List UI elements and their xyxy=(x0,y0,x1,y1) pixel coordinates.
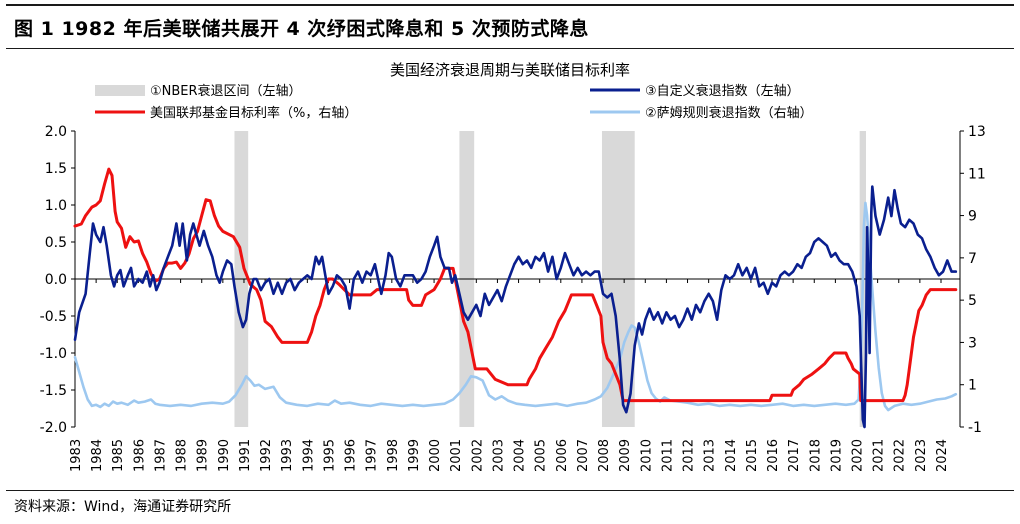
x-tick-label: 1987 xyxy=(153,439,168,472)
y-right-tick-label: 13 xyxy=(968,124,986,140)
x-tick-label: 1993 xyxy=(280,439,295,472)
y-left-tick-label: 0.5 xyxy=(45,235,67,251)
x-tick-label: 2001 xyxy=(449,439,464,472)
x-tick-label: 2019 xyxy=(829,439,844,472)
x-tick-label: 2000 xyxy=(428,439,443,472)
x-tick-label: 2002 xyxy=(470,439,485,472)
x-tick-label: 2005 xyxy=(534,439,549,472)
x-tick-label: 1999 xyxy=(407,439,422,472)
y-left-tick-label: -0.5 xyxy=(40,309,67,325)
x-tick-label: 1994 xyxy=(301,439,316,472)
chart-title: 美国经济衰退周期与美联储目标利率 xyxy=(390,61,630,79)
series-line-sahm xyxy=(73,201,958,412)
axes xyxy=(71,130,964,428)
x-tick-label: 1988 xyxy=(175,439,190,472)
x-tick-label: 1991 xyxy=(238,439,253,472)
y-right-tick-label: 3 xyxy=(968,335,977,351)
series-lines xyxy=(73,167,958,429)
x-tick-label: 1989 xyxy=(196,439,211,472)
legend: ①NBER衰退区间（左轴） ③自定义衰退指数（左轴） 美国联邦基金目标利率（%，… xyxy=(95,83,813,121)
y-right-tick-label: 1 xyxy=(968,378,977,394)
x-tick-label: 2003 xyxy=(491,439,506,472)
y-right-tick-label: 7 xyxy=(968,251,977,267)
x-tick-label: 2013 xyxy=(703,439,718,472)
x-tick-label: 2012 xyxy=(682,439,697,472)
x-tick-label: 1995 xyxy=(322,439,337,472)
x-tick-label: 2016 xyxy=(766,439,781,472)
x-tick-label: 2024 xyxy=(935,439,950,472)
legend-label-sahm: ②萨姆规则衰退指数（右轴） xyxy=(645,105,813,121)
y-left-tick-label: -1.0 xyxy=(40,346,67,362)
legend-swatch-nber xyxy=(95,85,145,96)
series-line-custom-index xyxy=(73,185,958,429)
x-tick-label: 2004 xyxy=(513,439,528,472)
figure-title: 图 1 1982 年后美联储共展开 4 次纾困式降息和 5 次预防式降息 xyxy=(14,18,589,40)
x-tick-label: 2021 xyxy=(872,439,887,472)
y-left-tick-label: 0.0 xyxy=(45,272,67,288)
x-tick-label: 2015 xyxy=(745,439,760,472)
y-left-tick-label: -1.5 xyxy=(40,383,67,399)
chart: 美国经济衰退周期与美联储目标利率 ①NBER衰退区间（左轴） ③自定义衰退指数（… xyxy=(40,61,986,472)
x-tick-label: 1985 xyxy=(111,439,126,472)
x-tick-label: 1998 xyxy=(386,439,401,472)
x-tick-label: 1997 xyxy=(365,439,380,472)
x-tick-label: 2009 xyxy=(618,439,633,472)
series-line-fed-rate xyxy=(73,167,958,403)
x-tick-label: 2023 xyxy=(914,439,929,472)
x-tick-label: 2006 xyxy=(555,439,570,472)
x-tick-label: 1983 xyxy=(69,439,84,472)
y-right-tick-label: -1 xyxy=(968,420,982,436)
x-tick-label: 2011 xyxy=(660,439,675,472)
legend-label-custom-index: ③自定义衰退指数（左轴） xyxy=(645,83,800,99)
source-note: 资料来源：Wind，海通证券研究所 xyxy=(14,499,232,515)
x-tick-label: 2014 xyxy=(724,439,739,472)
y-left-tick-label: -2.0 xyxy=(40,420,67,436)
legend-label-nber: ①NBER衰退区间（左轴） xyxy=(150,83,302,99)
y-right-tick-label: 5 xyxy=(968,293,977,309)
y-right-tick-label: 9 xyxy=(968,209,977,225)
x-tick-label: 1992 xyxy=(259,439,274,472)
x-tick-label: 2022 xyxy=(893,439,908,472)
y-right-tick-label: 11 xyxy=(968,166,986,182)
x-tick-label: 1984 xyxy=(90,439,105,472)
y-left-tick-label: 1.0 xyxy=(45,198,67,214)
x-tick-label: 1986 xyxy=(132,439,147,472)
x-tick-label: 1996 xyxy=(344,439,359,472)
legend-label-fed-rate: 美国联邦基金目标利率（%，右轴） xyxy=(150,105,357,121)
x-tick-label: 2008 xyxy=(597,439,612,472)
tick-labels: 2.0 1.5 1.0 0.5 0.0 -0.5 -1.0 -1.5 -2.0 13 11 9 7 5 3 1… xyxy=(40,124,986,472)
x-tick-label: 2020 xyxy=(851,439,866,472)
x-tick-label: 2017 xyxy=(787,439,802,472)
x-tick-label: 1990 xyxy=(217,439,232,472)
y-left-tick-label: 2.0 xyxy=(45,124,67,140)
y-left-tick-label: 1.5 xyxy=(45,161,67,177)
x-tick-label: 2007 xyxy=(576,439,591,472)
x-tick-label: 2018 xyxy=(808,439,823,472)
x-tick-label: 2010 xyxy=(639,439,654,472)
